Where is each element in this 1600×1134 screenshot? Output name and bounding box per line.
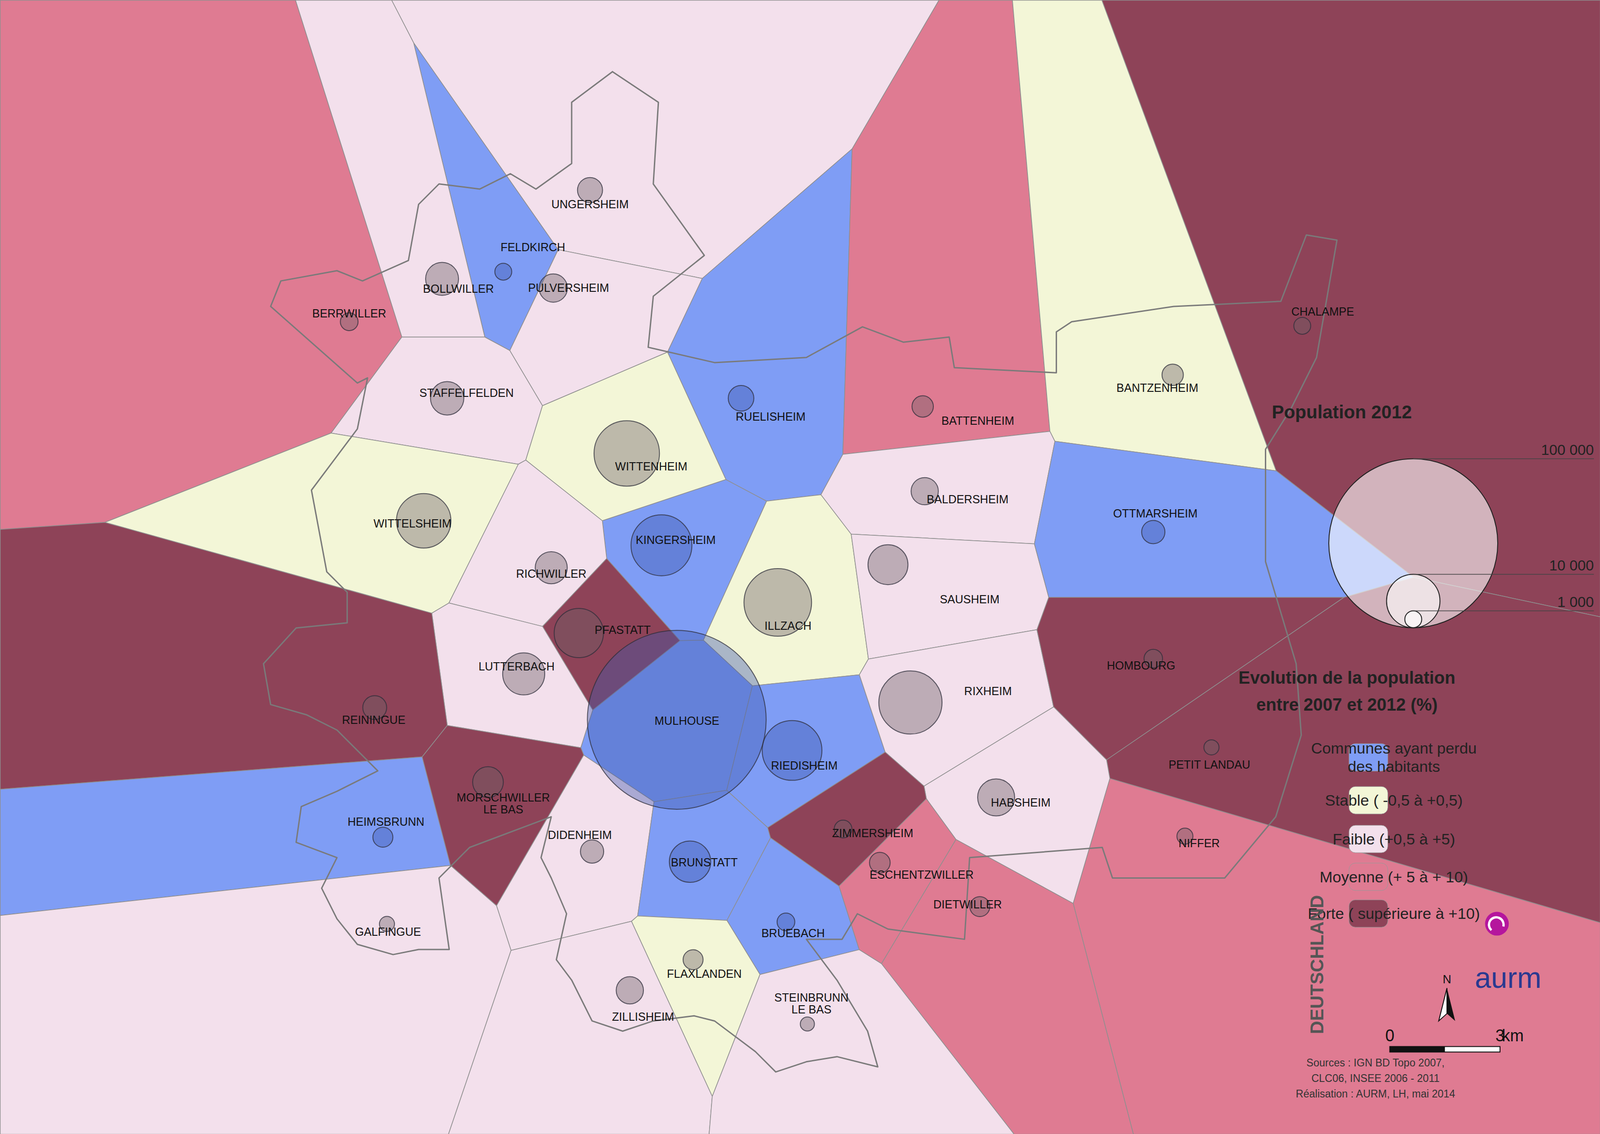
svg-text:Sources : IGN BD Topo 2007,: Sources : IGN BD Topo 2007, (1306, 1056, 1445, 1069)
svg-text:Communes ayant perdu: Communes ayant perdu (1310, 739, 1477, 757)
svg-text:RIEDISHEIM: RIEDISHEIM (771, 758, 838, 772)
svg-text:km: km (1501, 1026, 1524, 1045)
svg-text:ZIMMERSHEIM: ZIMMERSHEIM (831, 826, 914, 840)
svg-text:RUELISHEIM: RUELISHEIM (735, 410, 806, 423)
svg-text:Réalisation : AURM, LH, mai 20: Réalisation : AURM, LH, mai 2014 (1295, 1087, 1456, 1100)
svg-text:UNGERSHEIM: UNGERSHEIM (551, 197, 629, 211)
svg-text:ZILLISHEIM: ZILLISHEIM (611, 1010, 674, 1023)
svg-text:PFASTATT: PFASTATT (594, 623, 651, 637)
svg-text:STEINBRUNNLE BAS: STEINBRUNNLE BAS (774, 990, 849, 1016)
svg-text:REININGUE: REININGUE (342, 713, 406, 727)
svg-text:0: 0 (1385, 1026, 1395, 1045)
svg-text:CLC06, INSEE 2006 - 2011: CLC06, INSEE 2006 - 2011 (1311, 1072, 1440, 1085)
svg-text:OTTMARSHEIM: OTTMARSHEIM (1113, 506, 1198, 520)
svg-text:BANTZENHEIM: BANTZENHEIM (1116, 381, 1199, 395)
svg-text:FELDKIRCH: FELDKIRCH (500, 240, 566, 254)
svg-text:PETIT LANDAU: PETIT LANDAU (1168, 757, 1251, 771)
svg-text:Stable ( -0,5 à +0,5): Stable ( -0,5 à +0,5) (1325, 791, 1463, 809)
svg-text:HOMBOURG: HOMBOURG (1106, 658, 1176, 672)
svg-text:BRUEBACH: BRUEBACH (761, 926, 825, 940)
svg-text:DEUTSCHLAND: DEUTSCHLAND (1306, 894, 1327, 1034)
svg-text:Faible (+0,5 à +5): Faible (+0,5 à +5) (1332, 830, 1455, 848)
svg-text:PULVERSHEIM: PULVERSHEIM (528, 281, 610, 295)
svg-text:entre 2007 et 2012 (%): entre 2007 et 2012 (%) (1256, 694, 1438, 715)
svg-text:ESCHENTZWILLER: ESCHENTZWILLER (869, 868, 974, 881)
svg-text:SAUSHEIM: SAUSHEIM (939, 592, 1000, 606)
svg-text:KINGERSHEIM: KINGERSHEIM (635, 533, 716, 547)
svg-text:des habitants: des habitants (1347, 757, 1440, 775)
svg-text:STAFFELFELDEN: STAFFELFELDEN (419, 386, 514, 400)
svg-text:BERRWILLER: BERRWILLER (312, 306, 387, 320)
svg-text:BALDERSHEIM: BALDERSHEIM (926, 492, 1009, 506)
svg-text:BATTENHEIM: BATTENHEIM (941, 414, 1015, 427)
svg-text:DIETWILLER: DIETWILLER (933, 897, 1002, 911)
svg-text:DIDENHEIM: DIDENHEIM (547, 828, 612, 842)
svg-text:GALFINGUE: GALFINGUE (354, 925, 421, 938)
svg-text:FLAXLANDEN: FLAXLANDEN (666, 967, 742, 980)
svg-text:HEIMSBRUNN: HEIMSBRUNN (347, 815, 425, 828)
svg-text:Forte ( supérieure à +10): Forte ( supérieure à +10) (1307, 904, 1480, 922)
svg-text:HABSHEIM: HABSHEIM (990, 795, 1051, 809)
svg-text:Population 2012: Population 2012 (1271, 401, 1412, 422)
svg-text:N: N (1442, 972, 1452, 986)
svg-text:BRUNSTATT: BRUNSTATT (670, 855, 738, 869)
svg-text:RIXHEIM: RIXHEIM (964, 684, 1012, 698)
svg-text:RICHWILLER: RICHWILLER (515, 567, 587, 580)
svg-text:ILLZACH: ILLZACH (764, 619, 812, 632)
svg-text:LUTTERBACH: LUTTERBACH (478, 659, 555, 673)
svg-text:NIFFER: NIFFER (1178, 836, 1220, 850)
svg-text:aurm: aurm (1474, 961, 1542, 995)
svg-text:WITTENHEIM: WITTENHEIM (615, 459, 688, 473)
svg-text:WITTELSHEIM: WITTELSHEIM (373, 516, 452, 530)
svg-text:100 000: 100 000 (1541, 441, 1595, 458)
svg-text:Moyenne (+ 5 à + 10): Moyenne (+ 5 à + 10) (1319, 868, 1469, 886)
svg-text:MULHOUSE: MULHOUSE (654, 714, 720, 727)
svg-text:MORSCHWILLERLE BAS: MORSCHWILLERLE BAS (456, 790, 550, 816)
svg-text:CHALAMPE: CHALAMPE (1291, 305, 1355, 318)
svg-text:BOLLWILLER: BOLLWILLER (422, 282, 494, 295)
svg-text:1 000: 1 000 (1557, 593, 1595, 611)
svg-text:Evolution de la population: Evolution de la population (1238, 668, 1456, 688)
svg-text:10 000: 10 000 (1549, 557, 1595, 574)
svg-text:3: 3 (1495, 1025, 1505, 1045)
